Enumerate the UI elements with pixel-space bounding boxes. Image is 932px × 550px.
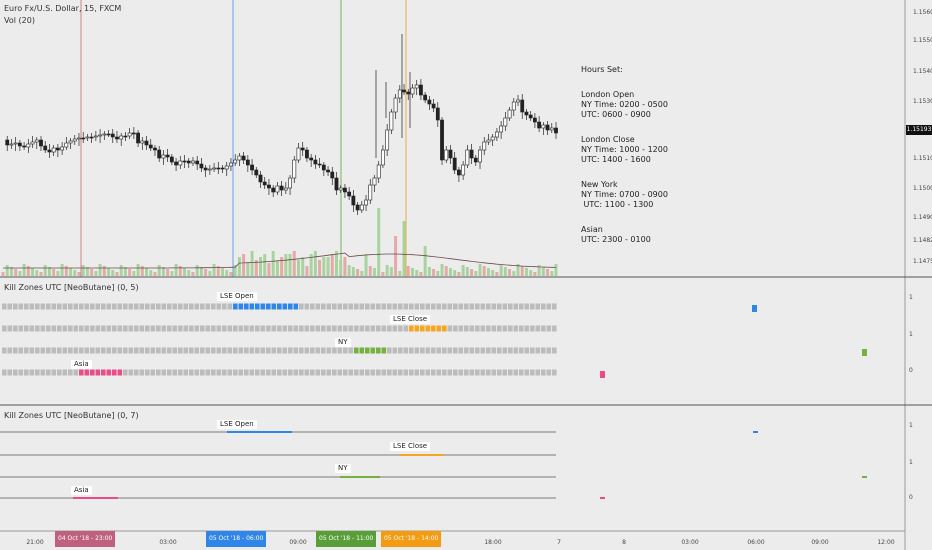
pane-1-axis-tick: 0 — [909, 367, 913, 374]
volume-ma-line — [3, 252, 557, 269]
time-tick: 06:00 — [747, 539, 765, 546]
time-highlight-asia: 04 Oct '18 - 23:00 — [55, 531, 116, 547]
time-tick: 7 — [557, 539, 561, 546]
notes-block-london-close: London Close NY Time: 1000 - 1200 UTC: 1… — [581, 135, 668, 165]
pane-1-axis-tick: 1 — [909, 294, 913, 301]
time-highlight-lse-close: 05 Oct '18 - 14:00 — [381, 531, 442, 547]
price-tick: 1.14750 — [913, 258, 932, 265]
notes-line: London Close — [581, 135, 635, 144]
notes-line: NY Time: 0200 - 0500 — [581, 100, 668, 109]
time-tick: 03:00 — [159, 539, 177, 546]
notes-line: UTC: 0600 - 0900 — [581, 110, 651, 119]
price-tick: 1.15300 — [913, 98, 932, 105]
notes-line: Asian — [581, 225, 603, 234]
price-tick: 1.15500 — [913, 37, 932, 44]
notes-heading: Hours Set: — [581, 65, 623, 74]
zone-label-lse-open: LSE Open — [217, 292, 257, 301]
pane-2-axis-tick: 1 — [909, 459, 913, 466]
indicator-pane-1-title[interactable]: Kill Zones UTC [NeoButane] (0, 5) — [4, 283, 139, 292]
time-tick: 18:00 — [484, 539, 502, 546]
session-marker-lines — [80, 0, 407, 277]
volume-indicator-label[interactable]: Vol (20) — [4, 16, 35, 25]
price-tick: 1.15000 — [913, 185, 932, 192]
pane-1-axis-tick: 1 — [909, 331, 913, 338]
zone-label-ny: NY — [335, 338, 351, 347]
notes-line: New York — [581, 180, 618, 189]
notes-line: UTC: 1100 - 1300 — [581, 200, 654, 209]
time-highlight-ny: 05 Oct '18 - 11:00 — [316, 531, 377, 547]
notes-line: NY Time: 1000 - 1200 — [581, 145, 668, 154]
zone-label-lse-close: LSE Close — [390, 442, 431, 451]
time-tick: 21:00 — [26, 539, 44, 546]
zone-label-lse-open: LSE Open — [217, 420, 257, 429]
time-tick: 12:00 — [877, 539, 895, 546]
notes-line: London Open — [581, 90, 635, 99]
notes-block-asian: Asian UTC: 2300 - 0100 — [581, 225, 668, 245]
kill-zones-pane-1-bars — [2, 303, 867, 378]
price-tick: 1.15600 — [913, 9, 932, 16]
pane-2-axis-tick: 1 — [909, 422, 913, 429]
time-tick: 8 — [622, 539, 626, 546]
kill-zones-pane-2-bars — [0, 431, 867, 499]
price-tick: 1.15100 — [913, 155, 932, 162]
notes-line: UTC: 1400 - 1600 — [581, 155, 651, 164]
current-price-tag: 1.15193 — [906, 125, 932, 135]
zone-label-asia: Asia — [71, 360, 92, 369]
time-tick: 03:00 — [681, 539, 699, 546]
volume-bars — [1, 208, 558, 276]
time-highlight-lse-open: 05 Oct '18 - 06:00 — [206, 531, 267, 547]
price-tick: 1.15400 — [913, 68, 932, 75]
pane-2-axis-tick: 0 — [909, 494, 913, 501]
session-hours-notes: Hours Set: London Open NY Time: 0200 - 0… — [581, 65, 668, 260]
notes-line: UTC: 2300 - 0100 — [581, 235, 651, 244]
notes-block-london-open: London Open NY Time: 0200 - 0500 UTC: 06… — [581, 90, 668, 120]
notes-block-new-york: New York NY Time: 0700 - 0900 UTC: 1100 … — [581, 180, 668, 210]
symbol-title[interactable]: Euro Fx/U.S. Dollar, 15, FXCM — [4, 4, 122, 13]
candlesticks — [5, 34, 558, 215]
indicator-pane-2-title[interactable]: Kill Zones UTC [NeoButane] (0, 7) — [4, 411, 139, 420]
price-tick: 1.14900 — [913, 214, 932, 221]
zone-label-ny: NY — [335, 464, 351, 473]
price-tick: 1.14820 — [913, 237, 932, 244]
time-tick: 09:00 — [289, 539, 307, 546]
time-tick: 09:00 — [811, 539, 829, 546]
zone-label-lse-close: LSE Close — [390, 315, 431, 324]
notes-line: NY Time: 0700 - 0900 — [581, 190, 668, 199]
zone-label-asia: Asia — [71, 486, 92, 495]
